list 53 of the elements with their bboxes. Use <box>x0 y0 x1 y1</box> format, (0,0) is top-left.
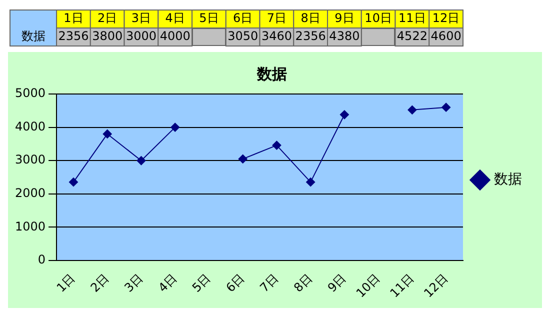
category-label: 8日 <box>300 11 320 26</box>
y-tick-label: 4000 <box>14 119 46 134</box>
category-label: 5日 <box>199 11 219 26</box>
x-tick-label: 12日 <box>421 271 450 300</box>
point <box>340 110 349 120</box>
y-tick-label: 2000 <box>14 186 46 200</box>
point <box>238 154 248 164</box>
category-label: 6日 <box>233 11 253 26</box>
y-tick-label: 1000 <box>14 219 46 234</box>
x-tick-label: 11日 <box>387 271 417 300</box>
data-label: 3800 <box>92 29 123 44</box>
x-tick-label: 6日 <box>223 271 248 295</box>
x-tick-label: 3日 <box>122 271 146 295</box>
y-tick-label: 0 <box>38 252 46 267</box>
category-label: 12日 <box>432 11 460 26</box>
x-tick-label: 10日 <box>353 271 383 300</box>
category-label: 7日 <box>266 11 287 26</box>
data-label: 4600 <box>430 29 462 44</box>
point <box>68 178 78 187</box>
point <box>136 156 146 166</box>
data-label: 4380 <box>329 29 360 44</box>
data-label: 3050 <box>228 29 258 44</box>
category-label: 11日 <box>398 11 426 26</box>
x-tick-label: 7日 <box>257 271 282 295</box>
data-label: 4522 <box>396 29 428 44</box>
category-label: 9日 <box>334 11 354 26</box>
x-tick-label: 8日 <box>291 271 315 295</box>
point <box>102 129 112 138</box>
x-tick-label: 1日 <box>54 271 78 295</box>
point <box>408 105 417 114</box>
point <box>306 178 316 187</box>
category-label: 2日 <box>98 11 118 26</box>
text: 数据 <box>21 29 46 44</box>
category-label: 4日 <box>165 11 185 26</box>
data-label: 3000 <box>126 29 156 44</box>
point <box>170 122 180 132</box>
x-tick-label: 9日 <box>324 271 349 295</box>
x-tick-label: 2日 <box>88 271 112 295</box>
category-label: 10日 <box>364 11 392 26</box>
x-tick-label: 5日 <box>190 271 214 295</box>
legend-label: 数据 <box>494 172 522 188</box>
point <box>272 140 282 150</box>
point <box>442 102 451 112</box>
category-label: 1日 <box>64 11 84 26</box>
chart-title: 数据 <box>256 64 287 83</box>
y-tick-label: 5000 <box>14 86 46 100</box>
y-tick-label: 3000 <box>14 152 46 167</box>
data-label: 3460 <box>261 29 292 44</box>
data-label: 4000 <box>160 29 190 44</box>
data-label: 2356 <box>58 29 89 44</box>
x-tick-label: 4日 <box>156 271 180 295</box>
data-label: 2356 <box>295 29 326 44</box>
category-label: 3日 <box>131 11 152 26</box>
